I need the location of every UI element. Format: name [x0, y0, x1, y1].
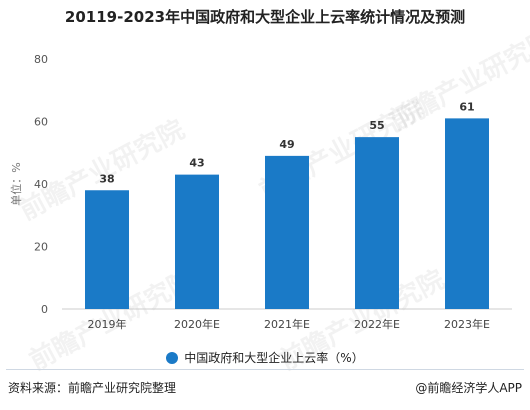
data-label: 43	[189, 157, 204, 170]
y-axis-label: 单位：%	[9, 162, 23, 205]
data-label: 55	[369, 119, 384, 132]
bar	[265, 155, 309, 309]
x-tick-label: 2019年	[88, 317, 127, 331]
data-label: 38	[99, 172, 114, 185]
y-tick-label: 60	[34, 116, 48, 129]
legend-swatch	[166, 352, 179, 364]
data-label: 49	[279, 138, 294, 151]
x-tick-label: 2023年E	[444, 317, 490, 331]
x-tick-label: 2020年E	[174, 317, 220, 331]
credit-note: @前瞻经济学人APP	[415, 381, 522, 395]
y-tick-label: 40	[34, 178, 48, 191]
bar-chart: 0 20 40 60 80 单位：% 38 2019年 43 2020年E 49 2021年E 55 20…	[9, 53, 512, 331]
footer-divider	[6, 369, 524, 370]
legend-label: 中国政府和大型企业上云率（%）	[184, 351, 364, 365]
x-tick-label: 2021年E	[264, 317, 310, 331]
source-note: 资料来源：前瞻产业研究院整理	[8, 381, 177, 395]
bar	[445, 118, 489, 309]
chart-title: 20119-2023年中国政府和大型企业上云率统计情况及预测	[64, 8, 466, 26]
data-label: 61	[459, 100, 474, 113]
x-tick-label: 2022年E	[354, 317, 400, 331]
legend: 中国政府和大型企业上云率（%）	[0, 349, 530, 366]
bar	[175, 174, 219, 309]
bar	[85, 190, 129, 309]
bar	[355, 137, 399, 309]
y-tick-label: 0	[41, 303, 48, 316]
y-tick-label: 80	[34, 53, 48, 66]
y-tick-label: 20	[34, 241, 48, 254]
